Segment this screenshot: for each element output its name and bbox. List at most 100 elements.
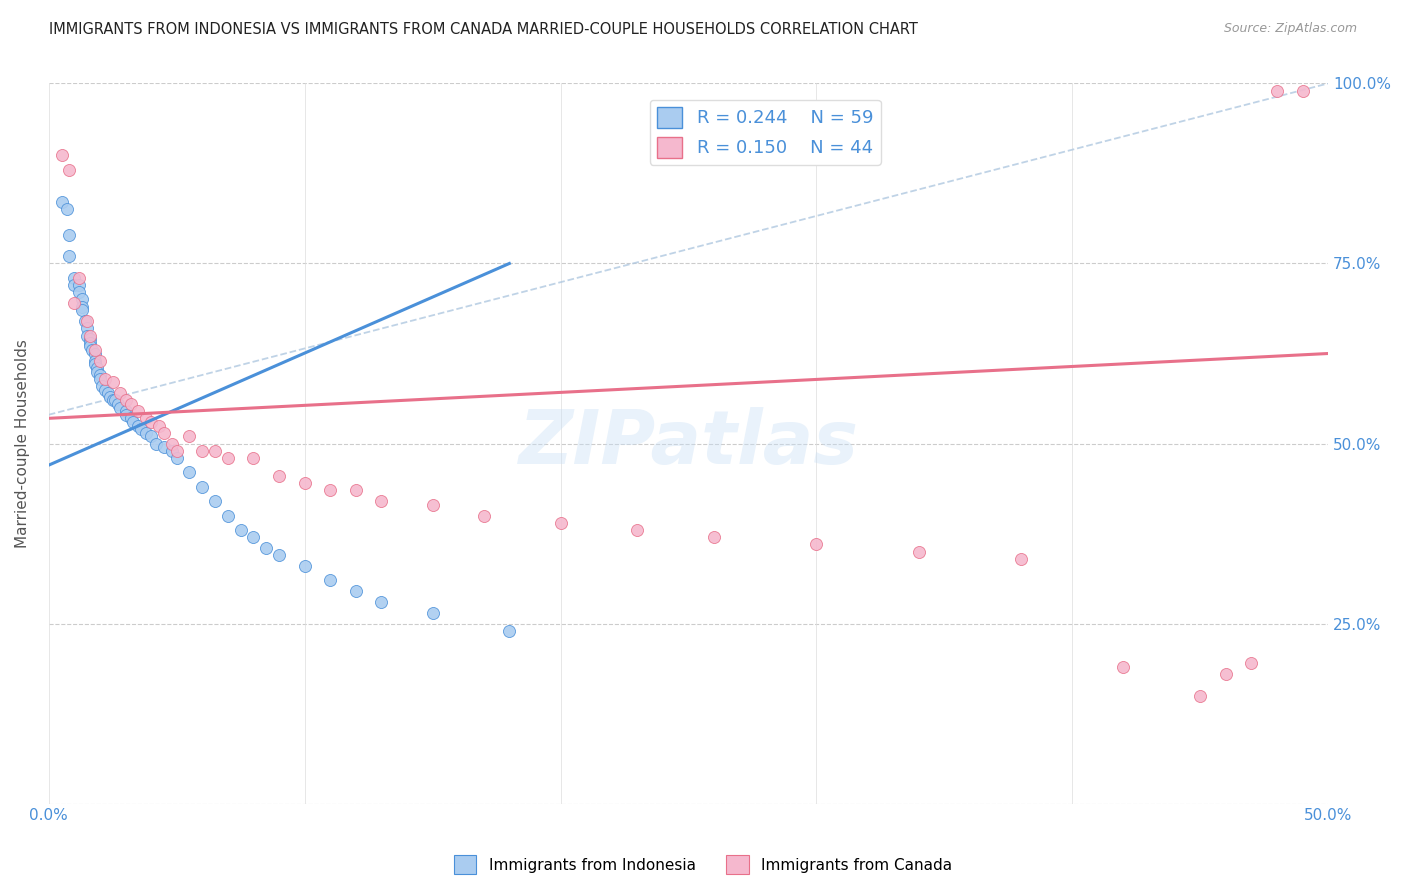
Point [1265,84,1288,98]
Text: IMMIGRANTS FROM INDONESIA VS IMMIGRANTS FROM CANADA MARRIED-COUPLE HOUSEHOLDS CO: IMMIGRANTS FROM INDONESIA VS IMMIGRANTS … [49,22,918,37]
Point [86,364,108,378]
Point [107,397,129,411]
Point [806,537,828,551]
Point [70,293,93,307]
Point [51,195,73,210]
Point [267,548,290,562]
Point [294,558,316,573]
Point [122,415,145,429]
Point [127,418,149,433]
Point [58,227,80,242]
Point [79,339,101,353]
Point [69,271,91,285]
Point [550,516,572,530]
Point [114,404,136,418]
Point [422,498,444,512]
Point [145,436,167,450]
Point [114,408,136,422]
Point [344,584,367,599]
Point [267,469,290,483]
Point [120,411,142,425]
Point [217,508,239,523]
Point [242,530,264,544]
Point [703,530,725,544]
Point [114,393,136,408]
Point [101,376,124,390]
Point [129,422,152,436]
Point [73,314,96,328]
Point [94,372,117,386]
Point [422,606,444,620]
Point [139,415,162,429]
Point [1112,660,1135,674]
Legend: R = 0.244    N = 59, R = 0.150    N = 44: R = 0.244 N = 59, R = 0.150 N = 44 [650,100,880,165]
Point [370,494,392,508]
Point [91,379,114,393]
Point [83,343,105,357]
Y-axis label: Married-couple Households: Married-couple Households [15,339,30,548]
Point [498,624,520,638]
Point [204,494,226,508]
Point [104,393,127,408]
Point [907,544,929,558]
Point [63,278,86,293]
Point [82,343,104,357]
Point [79,335,101,350]
Point [58,162,80,177]
Point [89,368,111,383]
Point [76,328,98,343]
Point [204,443,226,458]
Point [127,404,149,418]
Point [63,296,86,310]
Legend: Immigrants from Indonesia, Immigrants from Canada: Immigrants from Indonesia, Immigrants fr… [447,849,959,880]
Point [110,401,132,415]
Point [69,285,91,300]
Point [86,360,108,375]
Point [70,300,93,314]
Text: ZIPatlas: ZIPatlas [519,407,859,480]
Point [101,393,124,408]
Point [63,271,86,285]
Point [51,148,73,162]
Point [153,425,176,440]
Point [1010,551,1032,566]
Point [110,386,132,401]
Point [1291,84,1313,98]
Point [179,466,201,480]
Point [139,429,162,443]
Point [83,353,105,368]
Point [76,321,98,335]
Point [294,476,316,491]
Point [79,332,101,346]
Point [135,411,157,425]
Point [319,574,342,588]
Point [1215,667,1237,681]
Point [344,483,367,498]
Point [97,386,120,401]
Point [217,450,239,465]
Point [179,429,201,443]
Point [153,440,176,454]
Point [135,425,157,440]
Point [472,508,495,523]
Point [191,480,214,494]
Point [148,418,170,433]
Point [626,523,648,537]
Point [166,443,188,458]
Point [58,249,80,263]
Point [69,278,91,293]
Point [83,357,105,371]
Point [1189,689,1212,703]
Point [89,372,111,386]
Point [94,383,117,397]
Point [89,353,111,368]
Point [160,443,183,458]
Point [160,436,183,450]
Point [70,303,93,318]
Point [254,541,277,555]
Point [166,450,188,465]
Point [1240,656,1263,670]
Text: Source: ZipAtlas.com: Source: ZipAtlas.com [1223,22,1357,36]
Point [98,390,121,404]
Point [242,450,264,465]
